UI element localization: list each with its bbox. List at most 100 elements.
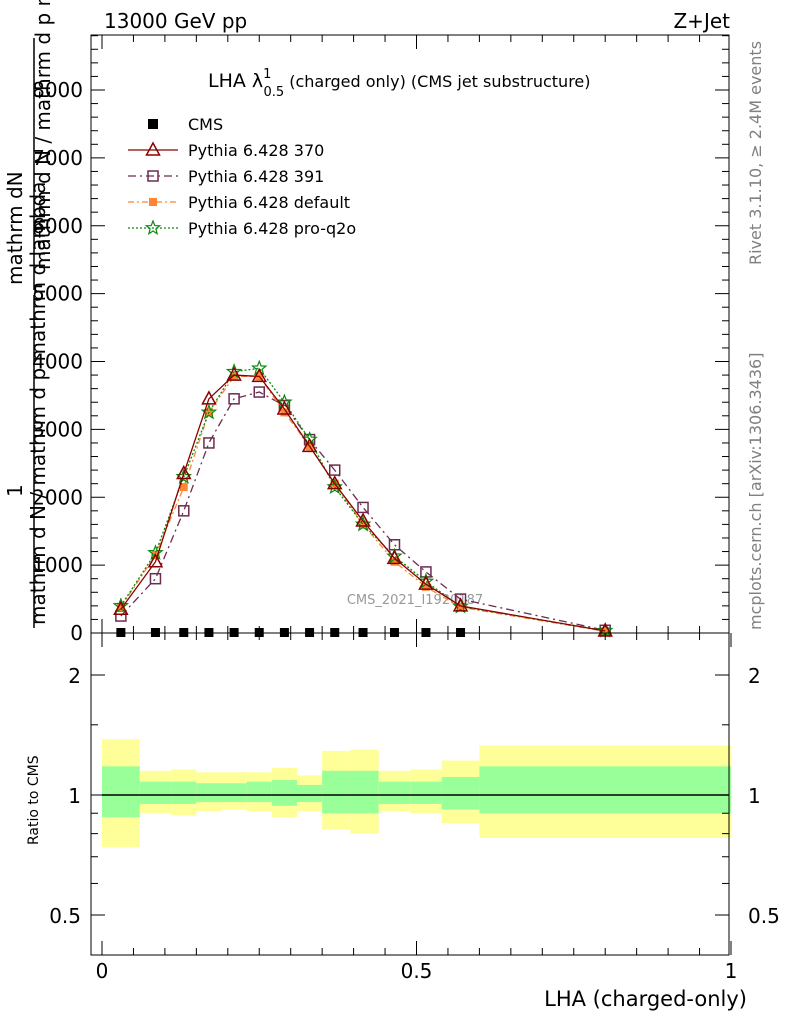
ratio-y-tick-label: 2 — [68, 664, 81, 688]
main-y-tick-label: 4000 — [32, 350, 83, 374]
legend-label-p391: Pythia 6.428 391 — [188, 167, 324, 186]
series-point-p391 — [149, 572, 162, 585]
series-point-p370 — [226, 366, 242, 381]
series-point-pdefault — [456, 603, 465, 612]
series-point-pq2o — [301, 430, 318, 447]
legend-label-cms: CMS — [188, 115, 223, 134]
ylabel-top-denominator: mathrm d N / mathrm d p mathrm d lambda — [31, 0, 55, 270]
legend-marker-pdefault — [149, 198, 157, 206]
series-point-p370 — [113, 600, 129, 615]
main-y-tick-label: 8000 — [32, 78, 83, 102]
legend-label-p370: Pythia 6.428 370 — [188, 141, 324, 160]
series-point-p391 — [357, 501, 369, 514]
series-line-pq2o — [120, 367, 606, 632]
ratio-y-tick-label-right: 0.5 — [748, 904, 780, 928]
legend-entry-pdefault: Pythia 6.428 default — [128, 193, 350, 212]
series-point-p370 — [251, 367, 268, 383]
series-point-pdefault — [359, 520, 368, 529]
series-point-p370 — [386, 549, 403, 565]
plot-title-text: LHA λ — [208, 70, 263, 92]
main-y-tick-label: 5000 — [32, 282, 83, 306]
main-y-tick-label: 1000 — [32, 553, 83, 577]
plot-title-sup: 1 — [263, 67, 271, 82]
main-y-tick-label: 7000 — [32, 146, 83, 170]
series-point-pq2o — [250, 359, 268, 376]
x-axis-label: LHA (charged-only) — [544, 987, 747, 1011]
main-y-tick-label: 2000 — [32, 485, 83, 509]
ratio-band-inner — [296, 784, 323, 803]
ratio-axis-ticks — [91, 633, 732, 955]
ratio-band-inner — [196, 783, 222, 803]
series-point-p391 — [228, 393, 240, 405]
ratio-band-inner — [410, 781, 442, 804]
series-point-pdefault — [179, 483, 188, 492]
ratio-band-inner — [479, 766, 731, 814]
ylabel-frac-denominator: mathrm d N / mathrm d p mathrm d lambda — [26, 182, 50, 625]
legend-marker-pq2o — [144, 219, 162, 236]
series-point-p370 — [201, 390, 217, 405]
legend-label-pdefault: Pythia 6.428 default — [188, 193, 350, 212]
series-point-p370 — [355, 512, 371, 527]
series-line-p370 — [120, 374, 606, 632]
legend: CMS Pythia 6.428 370 Pythia 6.428 391 Pythi… — [128, 115, 356, 238]
series-point-p391 — [253, 386, 265, 398]
ratio-band-inner — [350, 770, 379, 814]
main-plot-frame — [90, 34, 730, 634]
ratio-plot-frame — [90, 632, 730, 956]
series-point-pq2o — [200, 403, 218, 420]
ratio-y-tick-label-right: 2 — [748, 664, 761, 688]
legend-marker-p370 — [145, 141, 161, 156]
legend-entry-pq2o: Pythia 6.428 pro-q2o — [128, 219, 356, 238]
plot-title: LHA λ1 0.5 (charged only) (CMS jet substr… — [208, 67, 591, 100]
ratio-band-inner — [171, 781, 197, 804]
ratio-y-tick-labels: 0.5 0.5 1 1 2 2 — [49, 664, 780, 928]
ratio-y-tick-label-right: 1 — [748, 784, 761, 808]
ratio-plot-panel: 0.5 0.51 12 2 0 0.5 1 — [49, 632, 780, 983]
series-point-pdefault — [116, 603, 125, 612]
main-y-tick-label: 6000 — [32, 214, 83, 238]
series-point-pdefault — [390, 557, 399, 566]
legend-entry-cms: CMS — [148, 115, 223, 134]
series-point-pq2o — [386, 547, 403, 564]
series-point-p370 — [418, 575, 434, 590]
plot-title-sub: 0.5 — [263, 85, 284, 100]
ratio-x-tick-label: 1 — [725, 959, 738, 983]
ratio-band-inner — [378, 781, 411, 804]
series-point-pq2o — [276, 393, 293, 410]
series-point-p391 — [328, 464, 341, 476]
plot-title-suffix: (charged only) (CMS jet substructure) — [284, 72, 590, 91]
ratio-band-inner — [271, 780, 297, 806]
legend-entry-p391: Pythia 6.428 391 — [128, 167, 324, 186]
series-point-p370 — [147, 553, 164, 568]
series-point-p391 — [178, 505, 190, 517]
series-point-pdefault — [230, 372, 239, 381]
main-y-tick-label: 0 — [70, 621, 83, 645]
series-point-p370 — [176, 464, 192, 480]
series-point-p370 — [326, 475, 343, 490]
energy-label: 13000 GeV pp — [104, 9, 247, 33]
ratio-y-axis-label: Ratio to CMS — [26, 755, 42, 845]
ratio-y-tick-label: 0.5 — [49, 904, 81, 928]
main-plot-panel: 0 1000 2000 3000 4000 5000 6000 7000 8000 CMS_20… — [32, 34, 730, 645]
main-y-tick-label: 3000 — [32, 417, 83, 441]
rivet-label: Rivet 3.1.10, ≥ 2.4M events — [746, 41, 765, 265]
ratio-bands — [102, 739, 731, 848]
main-axis-ticks — [91, 35, 729, 634]
ratio-x-tick-label: 0.5 — [401, 959, 433, 983]
ylabel-frac-numerator: 1 — [3, 484, 27, 497]
ratio-band-inner — [246, 781, 272, 803]
ratio-band-inner — [102, 766, 140, 818]
series-point-pq2o — [452, 597, 469, 614]
ratio-x-tick-label: 0 — [96, 959, 109, 983]
process-label: Z+Jet — [673, 9, 730, 33]
main-y-tick-labels: 0 1000 2000 3000 4000 5000 6000 7000 8000 — [32, 78, 83, 645]
series-p370 — [113, 366, 613, 637]
series-point-p370 — [276, 400, 293, 415]
series-point-p370 — [301, 437, 318, 453]
ratio-band-inner — [441, 776, 480, 810]
ratio-band-inner — [139, 781, 172, 804]
series-point-p370 — [452, 597, 469, 612]
series-point-p391 — [203, 437, 215, 449]
series-point-pdefault — [280, 408, 289, 417]
main-y-axis-label: mathrm dN mathrm d N / mathrm d p mathrm… — [3, 0, 55, 628]
